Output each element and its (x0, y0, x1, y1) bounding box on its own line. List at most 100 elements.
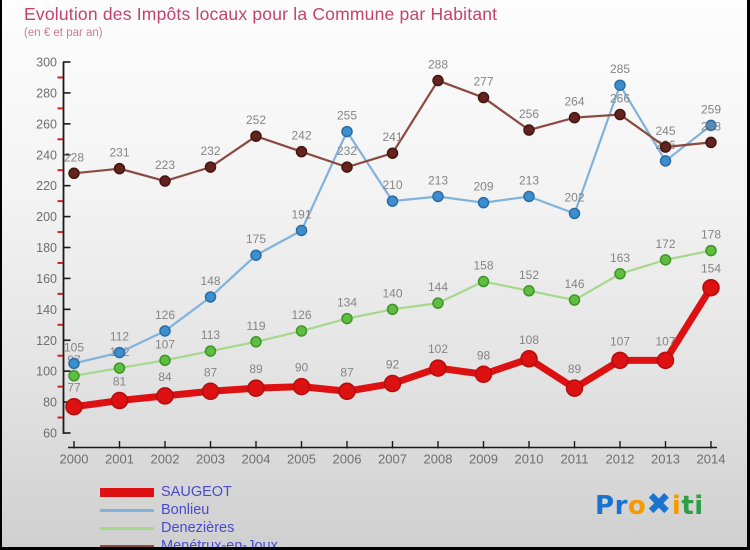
frame-border-left (0, 0, 2, 550)
data-point (565, 379, 584, 397)
data-label: 89 (568, 362, 582, 376)
data-point (295, 325, 308, 337)
data-label: 113 (201, 328, 220, 342)
data-point (156, 387, 174, 405)
data-label: 285 (610, 62, 630, 76)
data-label: 213 (428, 173, 448, 187)
legend-label: Denezières (161, 519, 235, 536)
x-tick-label: 2009 (469, 452, 498, 467)
series-Denezières: 9710210711311912613414014415815214616317… (67, 228, 721, 382)
data-point (659, 155, 672, 167)
x-tick-label: 2010 (515, 452, 544, 467)
y-tick-label: 260 (36, 117, 57, 131)
data-label: 102 (428, 342, 448, 356)
data-label: 252 (246, 113, 266, 127)
data-label: 107 (655, 334, 675, 348)
data-label: 146 (564, 277, 584, 291)
x-tick-label: 2013 (651, 452, 680, 467)
data-point (705, 119, 717, 132)
data-label: 126 (291, 308, 311, 322)
y-tick-label: 60 (43, 427, 57, 441)
data-label: 277 (473, 75, 493, 89)
legend-item-bonlieu: Bonlieu (100, 501, 278, 519)
data-label: 148 (200, 274, 220, 288)
data-label: 144 (428, 280, 448, 294)
data-label: 245 (655, 124, 675, 138)
data-point (429, 359, 447, 377)
data-point (611, 351, 629, 370)
data-point (477, 275, 490, 288)
data-point (341, 125, 353, 138)
data-point (201, 382, 220, 401)
data-point (523, 190, 535, 203)
data-point (568, 207, 581, 220)
data-point (656, 351, 675, 370)
y-tick-label: 240 (36, 148, 57, 162)
data-label: 90 (295, 361, 309, 375)
data-point (477, 196, 490, 209)
data-point (68, 167, 80, 180)
data-point (659, 254, 672, 266)
data-label: 112 (110, 330, 129, 344)
data-point (250, 249, 262, 261)
data-label: 231 (109, 146, 129, 160)
data-point (702, 278, 720, 297)
proxiti-logo: Pro✖iti (595, 487, 704, 522)
data-point (295, 224, 308, 237)
data-point (204, 161, 217, 173)
data-point (295, 145, 308, 158)
data-point (432, 74, 444, 87)
y-tick-label: 160 (36, 272, 57, 286)
data-point (614, 268, 626, 280)
data-point (614, 79, 626, 91)
series-Bonlieu: 105 112 126 148 175 191 255 210 213 209 213 202 285 2… (64, 62, 721, 370)
chart-subtitle: (en € et par an) (24, 27, 103, 39)
y-tick-label: 200 (36, 210, 57, 224)
logo-letter: r (614, 491, 628, 521)
data-point (204, 291, 217, 303)
data-point (477, 91, 490, 104)
frame-border-bottom (0, 547, 750, 550)
data-label: 178 (701, 228, 721, 242)
data-label: 126 (155, 308, 175, 322)
data-point (65, 397, 83, 416)
data-point (614, 108, 626, 121)
legend-swatch-bonlieu (100, 508, 154, 512)
chart-legend: SAUGEOT Bonlieu Denezières Menétrux-en-J… (100, 483, 278, 550)
data-label: 89 (249, 362, 263, 376)
data-label: 107 (610, 334, 630, 348)
y-axis: 60 80 100 120 140 160 180 200 220 240 260 280 300 (36, 56, 71, 441)
data-point (113, 346, 126, 359)
data-label: 266 (610, 92, 630, 106)
data-label: 107 (155, 337, 175, 351)
data-label: 172 (655, 237, 675, 251)
legend-swatch-menetrux (100, 544, 154, 548)
data-point (568, 111, 581, 124)
data-point (386, 303, 399, 316)
data-point (659, 141, 672, 153)
data-label: 191 (291, 207, 311, 221)
legend-item-saugeot: SAUGEOT (100, 483, 278, 501)
legend-item-menetrux: Menétrux-en-Joux (100, 537, 278, 550)
y-tick-label: 220 (36, 179, 57, 193)
data-label: 154 (701, 262, 721, 276)
data-label: 256 (519, 107, 539, 121)
data-label: 158 (473, 259, 493, 273)
data-point (341, 312, 353, 325)
logo-letter: t (681, 491, 695, 521)
data-point (159, 325, 171, 337)
logo-letter: P (595, 491, 615, 521)
x-tick-label: 2004 (242, 452, 271, 467)
data-point (250, 336, 262, 348)
data-label: 248 (701, 119, 721, 133)
chart-title: Evolution des Impôts locaux pour la Comm… (24, 4, 498, 24)
x-axis: 2000 2001 2002 2003 2004 2005 2006 2007 2008 2009… (60, 441, 726, 467)
data-point (159, 354, 171, 367)
legend-label: SAUGEOT (161, 483, 232, 500)
x-tick-label: 2014 (697, 452, 726, 467)
data-point (523, 285, 535, 297)
data-label: 105 (64, 340, 84, 354)
data-label: 175 (246, 232, 266, 246)
